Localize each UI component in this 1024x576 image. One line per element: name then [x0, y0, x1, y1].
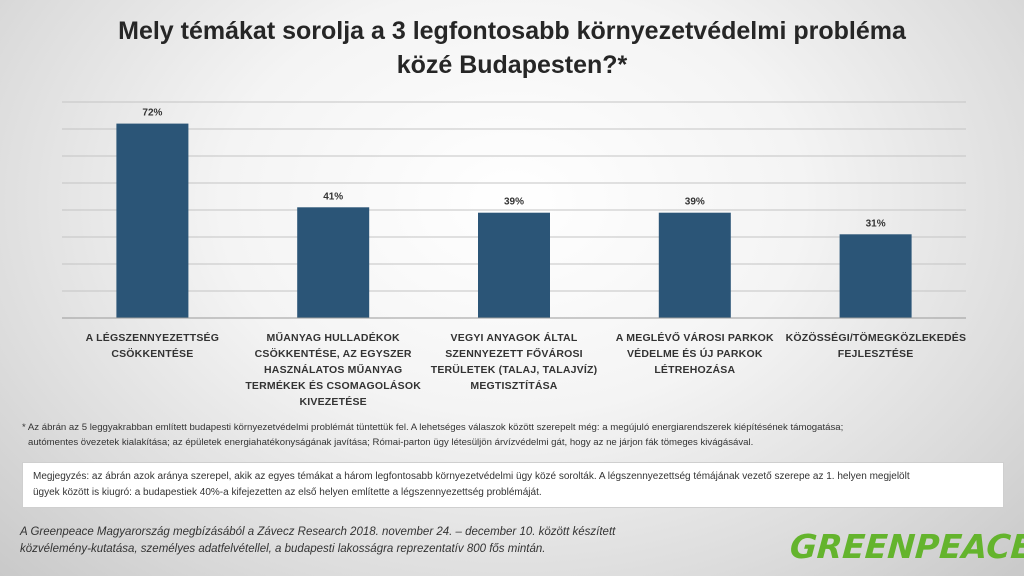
source-line-1: A Greenpeace Magyarország megbízásából a…	[20, 526, 616, 538]
bar-value-label: 31%	[866, 218, 886, 229]
category-label: KÖZÖSSÉGI/TÖMEGKÖZLEKEDÉS FEJLESZTÉSE	[785, 332, 967, 360]
note-line-2: ügyek között is kiugró: a budapestiek 40…	[33, 487, 542, 498]
category-label: VEGYI ANYAGOK ÁLTAL SZENNYEZETT FŐVÁROSI…	[430, 332, 598, 392]
chart-value-labels: 72% 41% 39% 39% 31%	[142, 108, 885, 230]
bar	[116, 123, 189, 318]
bar-value-label: 39%	[685, 197, 705, 208]
chart-title-line-1: Mely témákat sorolja a 3 legfontosabb kö…	[118, 17, 906, 45]
chart-title-line-2: közé Budapesten?*	[396, 51, 628, 79]
note-box: Megjegyzés: az ábrán azok aránya szerepe…	[22, 462, 1004, 508]
category-label: A LÉGSZENNYEZETTSÉG CSÖKKENTÉSE	[85, 332, 220, 360]
bar-value-label: 39%	[504, 197, 524, 208]
bar	[658, 212, 731, 318]
source-text: A Greenpeace Magyarország megbízásából a…	[20, 524, 740, 558]
note-line-1: Megjegyzés: az ábrán azok aránya szerepe…	[33, 471, 910, 482]
bar-value-label: 72%	[142, 108, 162, 119]
footnote: * Az ábrán az 5 leggyakrabban említett b…	[22, 420, 1002, 450]
greenpeace-logo: GREENPEACE	[788, 527, 1024, 566]
bar	[297, 207, 370, 318]
category-label: A MEGLÉVŐ VÁROSI PARKOK VÉDELME ÉS ÚJ PA…	[615, 332, 774, 376]
bar-value-label: 41%	[323, 191, 343, 202]
footnote-line-2: autómentes övezetek kialakítása; az épül…	[28, 437, 754, 448]
bar	[478, 212, 550, 318]
bar	[839, 234, 912, 318]
chart-bars	[116, 123, 912, 318]
footnote-line-1: * Az ábrán az 5 leggyakrabban említett b…	[22, 422, 844, 433]
source-line-2: közvélemény-kutatása, személyes adatfelv…	[20, 543, 546, 555]
bar-chart: 72% 41% 39% 39% 31%	[62, 101, 966, 319]
chart-title: Mely témákat sorolja a 3 legfontosabb kö…	[0, 14, 1024, 82]
category-label: MŰANYAG HULLADÉKOK CSÖKKENTÉSE, AZ EGYSZ…	[245, 332, 422, 408]
